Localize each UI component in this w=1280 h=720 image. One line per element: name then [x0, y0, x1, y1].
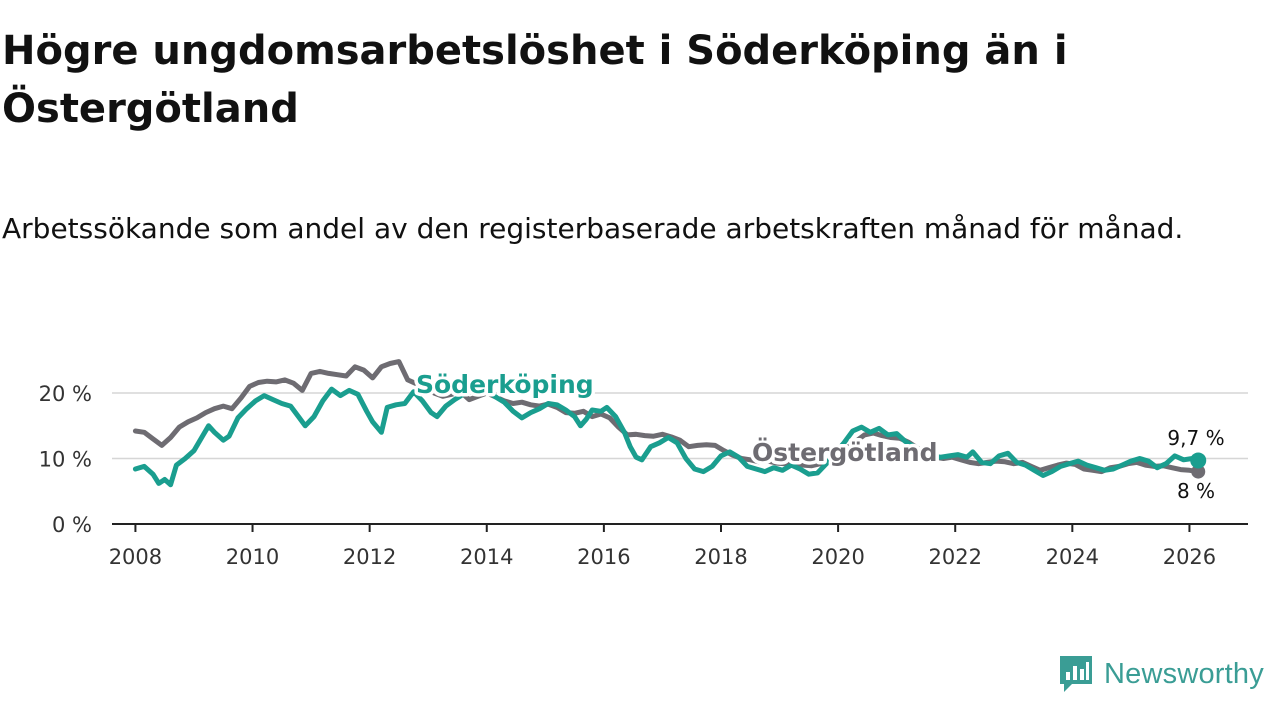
- series-line-soderkoping: [132, 386, 1201, 488]
- chart-subtitle: Arbetssökande som andel av den registerb…: [2, 212, 1184, 245]
- x-tick-label: 2022: [928, 545, 981, 569]
- chart-title: Högre ungdomsarbetslöshet i Söderköping …: [2, 28, 1068, 132]
- newsworthy-logo: Newsworthy: [1058, 654, 1264, 694]
- end-labels: 9,7 % 8 %: [1167, 426, 1224, 503]
- x-tick-label: 2012: [343, 545, 396, 569]
- series-label-soderkoping: Söderköping: [416, 370, 594, 399]
- x-axis: 2008 2010 2012 2014 2016 2018 2020 2022 2024 2026: [109, 523, 1248, 569]
- x-tick-label: 2018: [694, 545, 747, 569]
- x-tick-label: 2010: [226, 545, 279, 569]
- series-labels: Söderköping Östergötland: [413, 367, 942, 471]
- x-tick-label: 2008: [109, 545, 162, 569]
- x-tick-label: 2026: [1163, 545, 1216, 569]
- end-label-soderkoping: 9,7 %: [1167, 426, 1224, 450]
- end-marker-soderkoping: [1190, 452, 1207, 469]
- series-label-ostergotland: Östergötland: [752, 437, 938, 467]
- y-tick-label: 20 %: [39, 382, 92, 406]
- x-tick-label: 2024: [1046, 545, 1099, 569]
- x-tick-label: 2020: [811, 545, 864, 569]
- end-markers: [1190, 452, 1207, 479]
- x-tick-label: 2014: [460, 545, 513, 569]
- gridlines: [112, 392, 1248, 460]
- end-label-ostergotland: 8 %: [1177, 479, 1215, 503]
- series-lines: [132, 359, 1201, 488]
- y-tick-label: 10 %: [39, 448, 92, 472]
- newsworthy-chart-icon: [1058, 654, 1094, 694]
- y-axis: 0 % 10 % 20 %: [39, 382, 92, 537]
- end-marker-ostergotland: [1191, 464, 1206, 479]
- series-line-ostergotland: [132, 359, 1201, 475]
- x-tick-label: 2016: [577, 545, 630, 569]
- brand-name: Newsworthy: [1104, 657, 1264, 690]
- y-tick-label: 0 %: [52, 513, 92, 537]
